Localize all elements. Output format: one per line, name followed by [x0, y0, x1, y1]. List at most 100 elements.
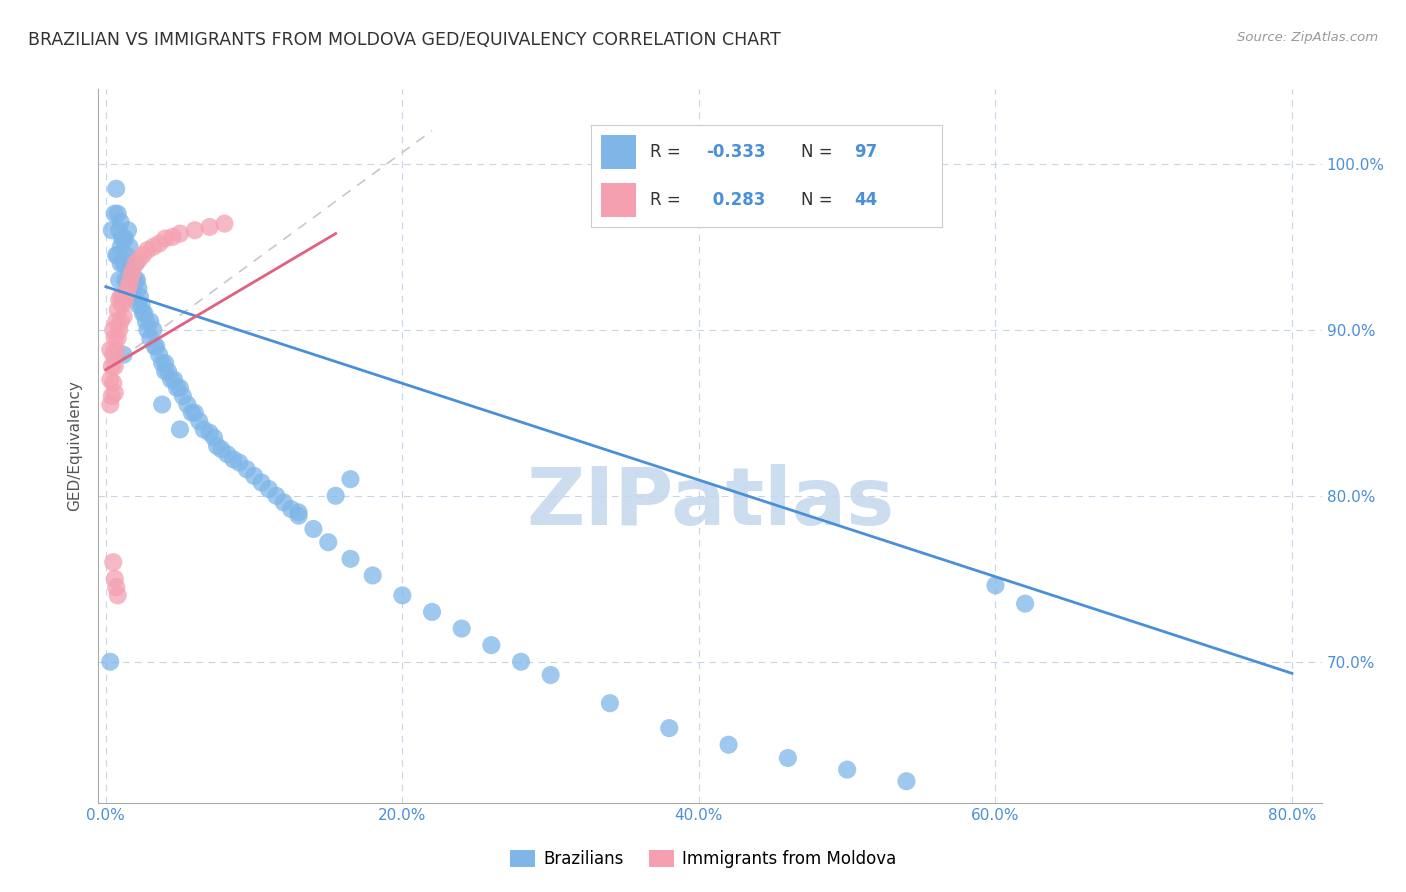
- Point: [112, 256, 135, 270]
- Point: [157, 364, 180, 378]
- Point: [198, 425, 221, 440]
- Point: [127, 253, 149, 268]
- Point: [217, 447, 239, 461]
- Text: R =: R =: [650, 143, 686, 161]
- Point: [121, 273, 143, 287]
- Point: [110, 290, 132, 304]
- Point: [837, 763, 859, 777]
- Point: [243, 468, 266, 483]
- Point: [153, 231, 176, 245]
- Point: [107, 588, 129, 602]
- Point: [104, 385, 127, 400]
- Point: [280, 502, 302, 516]
- Point: [110, 215, 132, 229]
- Point: [103, 348, 125, 362]
- Point: [316, 535, 339, 549]
- Point: [136, 243, 159, 257]
- Point: [127, 281, 149, 295]
- Point: [110, 240, 132, 254]
- Point: [184, 406, 207, 420]
- Point: [169, 227, 191, 241]
- Point: [131, 298, 153, 312]
- Point: [118, 277, 141, 291]
- Point: [134, 306, 156, 320]
- Point: [100, 223, 122, 237]
- Text: 0.283: 0.283: [707, 191, 765, 210]
- Point: [135, 314, 157, 328]
- Point: [124, 273, 146, 287]
- Point: [117, 281, 139, 295]
- Point: [222, 452, 245, 467]
- Point: [202, 431, 225, 445]
- Point: [984, 578, 1007, 592]
- Point: [117, 223, 139, 237]
- Point: [214, 217, 236, 231]
- Point: [108, 273, 131, 287]
- Point: [115, 286, 138, 301]
- Point: [129, 290, 152, 304]
- Point: [193, 422, 215, 436]
- Point: [142, 240, 165, 254]
- Point: [121, 290, 143, 304]
- Point: [98, 373, 121, 387]
- FancyBboxPatch shape: [602, 184, 636, 218]
- Point: [235, 462, 257, 476]
- Legend: Brazilians, Immigrants from Moldova: Brazilians, Immigrants from Moldova: [503, 843, 903, 875]
- Point: [717, 738, 740, 752]
- FancyBboxPatch shape: [602, 136, 636, 169]
- Point: [142, 323, 165, 337]
- Point: [339, 552, 361, 566]
- Point: [100, 359, 122, 374]
- Point: [150, 356, 173, 370]
- Point: [103, 323, 125, 337]
- Point: [162, 230, 184, 244]
- Point: [117, 273, 139, 287]
- Point: [180, 406, 202, 420]
- Point: [105, 182, 128, 196]
- Point: [118, 240, 141, 254]
- Point: [107, 331, 129, 345]
- Point: [132, 306, 155, 320]
- Point: [273, 495, 295, 509]
- Point: [250, 475, 273, 490]
- Point: [163, 373, 186, 387]
- Y-axis label: GED/Equivalency: GED/Equivalency: [67, 381, 83, 511]
- Point: [184, 223, 207, 237]
- Point: [420, 605, 443, 619]
- Point: [115, 248, 138, 262]
- Point: [114, 293, 136, 307]
- Point: [896, 774, 918, 789]
- Point: [108, 293, 131, 307]
- Point: [198, 219, 221, 234]
- Point: [1014, 597, 1036, 611]
- Point: [121, 265, 143, 279]
- Point: [107, 207, 129, 221]
- Point: [108, 323, 131, 337]
- Point: [111, 298, 134, 312]
- Point: [98, 343, 121, 357]
- Point: [107, 248, 129, 262]
- Text: ZIPatlas: ZIPatlas: [526, 464, 894, 542]
- Point: [108, 223, 131, 237]
- Point: [104, 207, 127, 221]
- Point: [120, 269, 142, 284]
- Text: 44: 44: [853, 191, 877, 210]
- Point: [105, 248, 128, 262]
- Point: [124, 256, 146, 270]
- Point: [450, 622, 472, 636]
- Text: -0.333: -0.333: [707, 143, 766, 161]
- Point: [287, 508, 309, 523]
- Point: [658, 721, 681, 735]
- Point: [339, 472, 361, 486]
- Point: [112, 231, 135, 245]
- Point: [105, 580, 128, 594]
- Point: [153, 356, 176, 370]
- Point: [176, 397, 198, 411]
- Point: [148, 348, 170, 362]
- Point: [110, 256, 132, 270]
- Point: [114, 256, 136, 270]
- Point: [302, 522, 325, 536]
- Point: [599, 696, 621, 710]
- Point: [120, 256, 142, 270]
- Point: [110, 314, 132, 328]
